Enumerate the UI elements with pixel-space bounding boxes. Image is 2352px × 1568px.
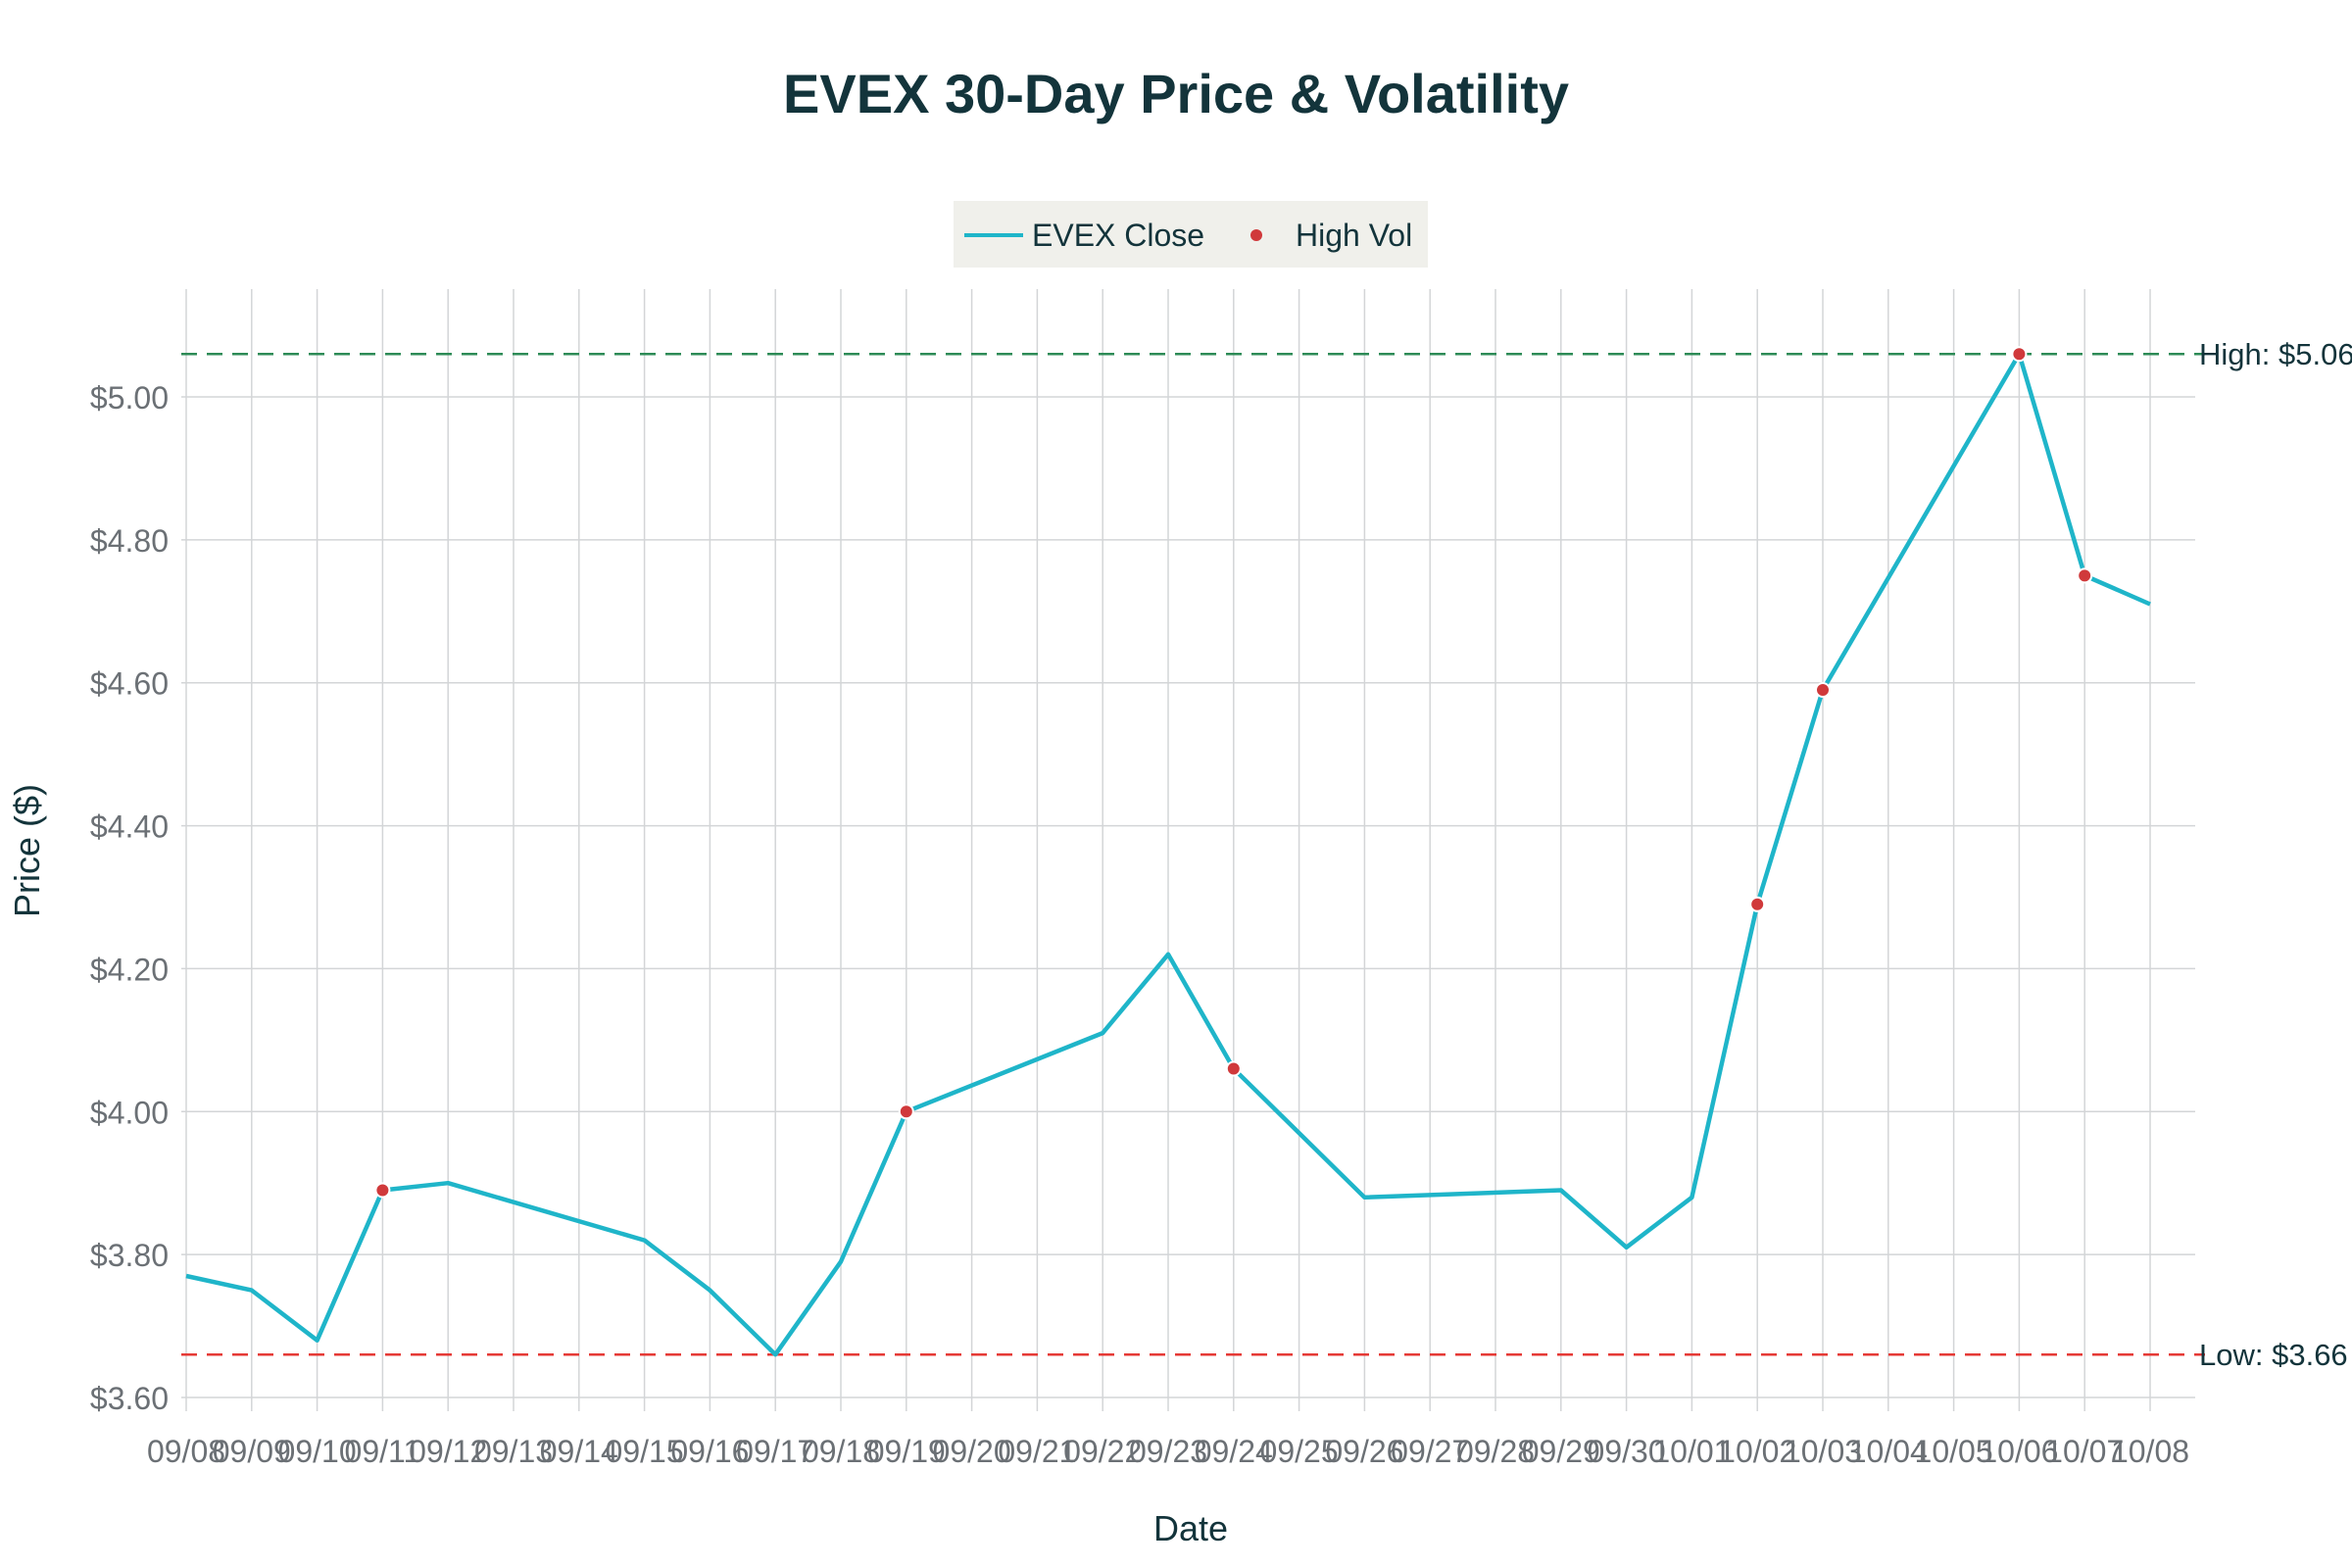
- x-tick-label: 09/22: [1063, 1434, 1142, 1469]
- x-tick-label: 09/23: [1129, 1434, 1207, 1469]
- y-tick-label: $3.80: [90, 1238, 169, 1273]
- legend: EVEX Close High Vol: [954, 201, 1428, 268]
- high-vol-point: [1815, 682, 1831, 699]
- x-tick-label: 10/08: [2111, 1434, 2189, 1469]
- y-axis-ticks: $3.60 $3.80 $4.00 $4.20 $4.40 $4.60 $4.80 $5.00: [90, 380, 169, 1416]
- y-axis-title: Price ($): [7, 784, 47, 917]
- x-tick-label: 10/05: [1915, 1434, 1993, 1469]
- x-tick-label: 09/15: [606, 1434, 684, 1469]
- y-tick-label: $4.60: [90, 666, 169, 702]
- x-tick-label: 10/04: [1849, 1434, 1928, 1469]
- x-tick-label: 09/12: [409, 1434, 487, 1469]
- x-axis-ticks: 09/0809/0909/1009/1109/1209/1309/1409/15…: [147, 1434, 2189, 1469]
- x-tick-label: 09/21: [998, 1434, 1076, 1469]
- high-vol-point: [2011, 346, 2028, 363]
- x-tick-label: 09/19: [867, 1434, 946, 1469]
- x-tick-label: 10/03: [1784, 1434, 1862, 1469]
- x-tick-label: 09/30: [1588, 1434, 1666, 1469]
- y-tick-label: $4.40: [90, 809, 169, 845]
- x-tick-label: 10/02: [1718, 1434, 1796, 1469]
- y-tick-label: $5.00: [90, 380, 169, 416]
- x-axis-title: Date: [1153, 1508, 1228, 1548]
- chart-title: EVEX 30-Day Price & Volatility: [783, 63, 1569, 124]
- y-tick-label: $4.00: [90, 1095, 169, 1130]
- x-tick-label: 09/08: [147, 1434, 225, 1469]
- x-tick-label: 09/28: [1456, 1434, 1535, 1469]
- legend-label-close: EVEX Close: [1032, 218, 1204, 253]
- legend-dot-swatch: [1250, 229, 1262, 241]
- x-tick-label: 09/11: [345, 1434, 421, 1469]
- series: [185, 346, 2151, 1357]
- x-tick-label: 09/09: [213, 1434, 291, 1469]
- x-tick-label: 09/20: [933, 1434, 1011, 1469]
- grid: [181, 289, 2195, 1411]
- low-line-label: Low: $3.66: [2199, 1338, 2348, 1372]
- y-tick-label: $4.80: [90, 523, 169, 559]
- x-tick-label: 10/06: [1980, 1434, 2058, 1469]
- high-vol-point: [1225, 1060, 1242, 1077]
- high-line-label: High: $5.06: [2199, 337, 2352, 371]
- legend-background: [954, 201, 1428, 268]
- x-tick-label: 10/01: [1652, 1434, 1731, 1469]
- high-vol-point: [1749, 896, 1766, 912]
- legend-label-highvol: High Vol: [1296, 218, 1412, 253]
- y-tick-label: $3.60: [90, 1381, 169, 1416]
- x-tick-label: 09/10: [278, 1434, 357, 1469]
- high-vol-point: [898, 1103, 914, 1120]
- reference-lines: High: $5.06 Low: $3.66: [181, 337, 2352, 1372]
- high-vol-point: [374, 1182, 391, 1199]
- x-tick-label: 09/17: [736, 1434, 814, 1469]
- y-tick-label: $4.20: [90, 952, 169, 987]
- x-tick-label: 09/24: [1195, 1434, 1273, 1469]
- x-tick-label: 09/18: [802, 1434, 880, 1469]
- high-vol-point: [2077, 567, 2093, 584]
- x-tick-label: 09/16: [670, 1434, 749, 1469]
- x-tick-label: 09/29: [1522, 1434, 1600, 1469]
- x-tick-label: 09/13: [474, 1434, 553, 1469]
- x-tick-label: 09/14: [540, 1434, 618, 1469]
- x-tick-label: 09/26: [1325, 1434, 1403, 1469]
- x-tick-label: 09/25: [1260, 1434, 1339, 1469]
- series-line-evex-close: [185, 351, 2151, 1357]
- x-tick-label: 09/27: [1391, 1434, 1469, 1469]
- x-tick-label: 10/07: [2045, 1434, 2124, 1469]
